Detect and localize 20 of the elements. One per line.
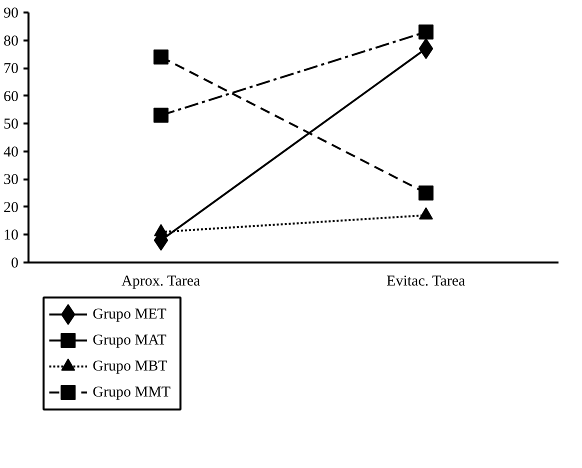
y-tick-label: 90 xyxy=(4,6,18,22)
point xyxy=(418,186,434,201)
y-tick-label: 30 xyxy=(4,172,18,188)
legend-label: Grupo MET xyxy=(92,306,166,322)
point xyxy=(154,108,168,123)
legend-label: Grupo MMT xyxy=(92,384,171,400)
point xyxy=(418,24,434,40)
y-tick-label: 40 xyxy=(4,144,18,160)
legend-label: Grupo MBT xyxy=(92,358,168,374)
y-tick-label: 0 xyxy=(11,256,18,272)
y-tick-label: 70 xyxy=(4,61,18,78)
y-tick-label: 50 xyxy=(4,116,18,133)
y-tick-label: 60 xyxy=(4,88,18,105)
point xyxy=(154,49,168,64)
y-tick-label: 10 xyxy=(4,228,18,244)
y-tick-label: 80 xyxy=(4,33,18,50)
y-tick-label: 20 xyxy=(4,200,18,216)
x-tick-label: Evitac. Tarea xyxy=(386,274,466,290)
x-tick-label: Aprox. Tarea xyxy=(122,274,201,290)
legend-label: Grupo MAT xyxy=(92,332,166,348)
